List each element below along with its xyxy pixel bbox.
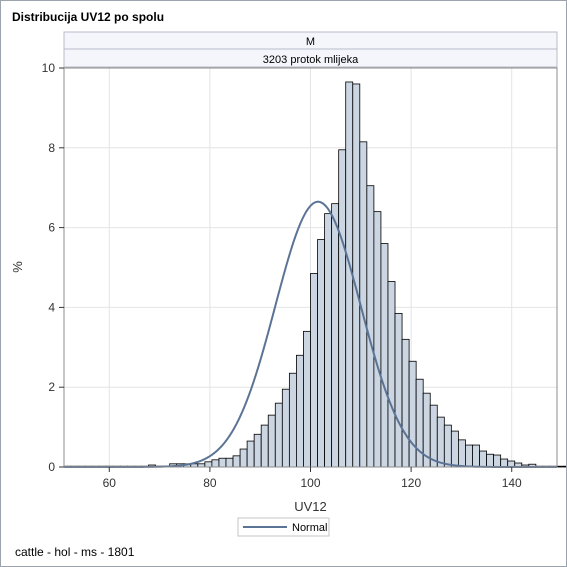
x-tick-label: 120 xyxy=(401,476,421,490)
legend-label-normal: Normal xyxy=(292,522,327,534)
histogram-bar xyxy=(479,450,487,468)
histogram-bar xyxy=(500,458,509,468)
footnote: cattle - hol - ms - 1801 xyxy=(15,545,135,559)
x-tick-label: 140 xyxy=(502,476,522,490)
chart-title: Distribucija UV12 po spolu xyxy=(12,10,165,24)
histogram-bar xyxy=(443,424,452,468)
histogram-bar xyxy=(204,461,213,468)
histogram-bar xyxy=(472,444,480,468)
y-tick-label: 2 xyxy=(48,380,55,394)
panel-header-sex-label: M xyxy=(306,36,315,48)
x-axis-title: UV12 xyxy=(294,499,327,514)
x-tick-label: 60 xyxy=(103,476,117,490)
histogram-bar xyxy=(267,414,276,468)
histogram-bar xyxy=(465,444,473,468)
y-tick-label: 0 xyxy=(48,460,55,474)
histogram-bar xyxy=(380,243,389,468)
histogram-bar xyxy=(288,372,297,468)
panel-header-row-2 xyxy=(63,48,558,68)
histogram-bar xyxy=(303,330,311,468)
histogram-bar xyxy=(436,416,445,468)
histogram-bar xyxy=(486,453,495,468)
y-tick-label: 8 xyxy=(48,141,55,155)
histogram-bar xyxy=(373,211,382,468)
y-axis-title: % xyxy=(10,261,25,273)
x-tick-label: 100 xyxy=(300,476,320,490)
histogram-bar xyxy=(296,354,304,468)
y-tick-label: 4 xyxy=(48,300,55,314)
histogram-bar xyxy=(331,203,340,468)
histogram-bar xyxy=(232,455,241,468)
histogram-bar xyxy=(387,281,396,468)
histogram-bar xyxy=(260,424,269,468)
histogram-bar xyxy=(324,213,333,468)
histogram-bar xyxy=(457,439,466,468)
histogram-bar xyxy=(310,273,318,468)
histogram-bar xyxy=(253,433,262,468)
histogram-bar xyxy=(338,149,347,468)
histogram-bar xyxy=(556,465,565,468)
histogram-bar xyxy=(225,457,234,468)
histogram-bar xyxy=(408,360,417,468)
x-tick-label: 80 xyxy=(203,476,217,490)
histogram-bar xyxy=(281,388,290,468)
y-tick-label: 6 xyxy=(48,221,55,235)
histogram-bar xyxy=(246,440,255,468)
histogram-bar xyxy=(563,465,566,468)
panel-header-trait-label: 3203 protok mlijeka xyxy=(263,54,359,66)
y-tick-label: 10 xyxy=(42,61,56,75)
histogram-bar xyxy=(401,338,410,468)
histogram-bar xyxy=(218,457,227,468)
histogram-bar xyxy=(394,312,403,468)
histogram-bar xyxy=(317,239,325,468)
histogram-bar xyxy=(239,448,248,468)
histogram-bar xyxy=(366,185,375,468)
histogram-bar xyxy=(211,459,220,468)
histogram-bar xyxy=(274,402,283,468)
histogram-bar xyxy=(352,83,361,468)
histogram-bar xyxy=(429,404,438,468)
histogram-bar xyxy=(493,454,502,468)
histogram-bar xyxy=(450,430,459,468)
